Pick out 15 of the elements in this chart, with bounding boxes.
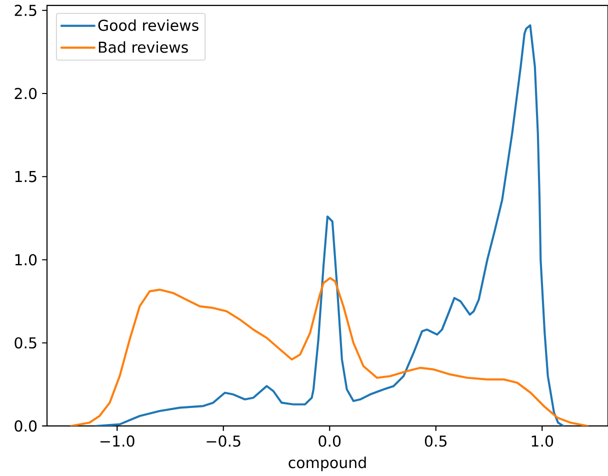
legend-label: Good reviews	[98, 19, 198, 31]
x-tick-label: −0.5	[206, 435, 240, 447]
x-tick-label: 1.0	[532, 435, 554, 447]
y-tick-label: 2.5	[14, 4, 36, 16]
legend-label: Bad reviews	[98, 41, 188, 53]
x-axis-title: compound	[288, 456, 366, 472]
x-tick-label: −1.0	[100, 435, 134, 447]
y-tick-label: 1.5	[15, 171, 36, 182]
line-series	[70, 276, 588, 426]
y-tick-label: 2.0	[14, 88, 37, 100]
y-tick-label: 1.0	[15, 254, 37, 266]
y-tick-label: 0.5	[14, 337, 36, 349]
x-tick-label: 0.5	[424, 435, 446, 447]
y-tick-label: 0.0	[14, 420, 37, 432]
x-tick-label: 0.0	[318, 435, 341, 447]
